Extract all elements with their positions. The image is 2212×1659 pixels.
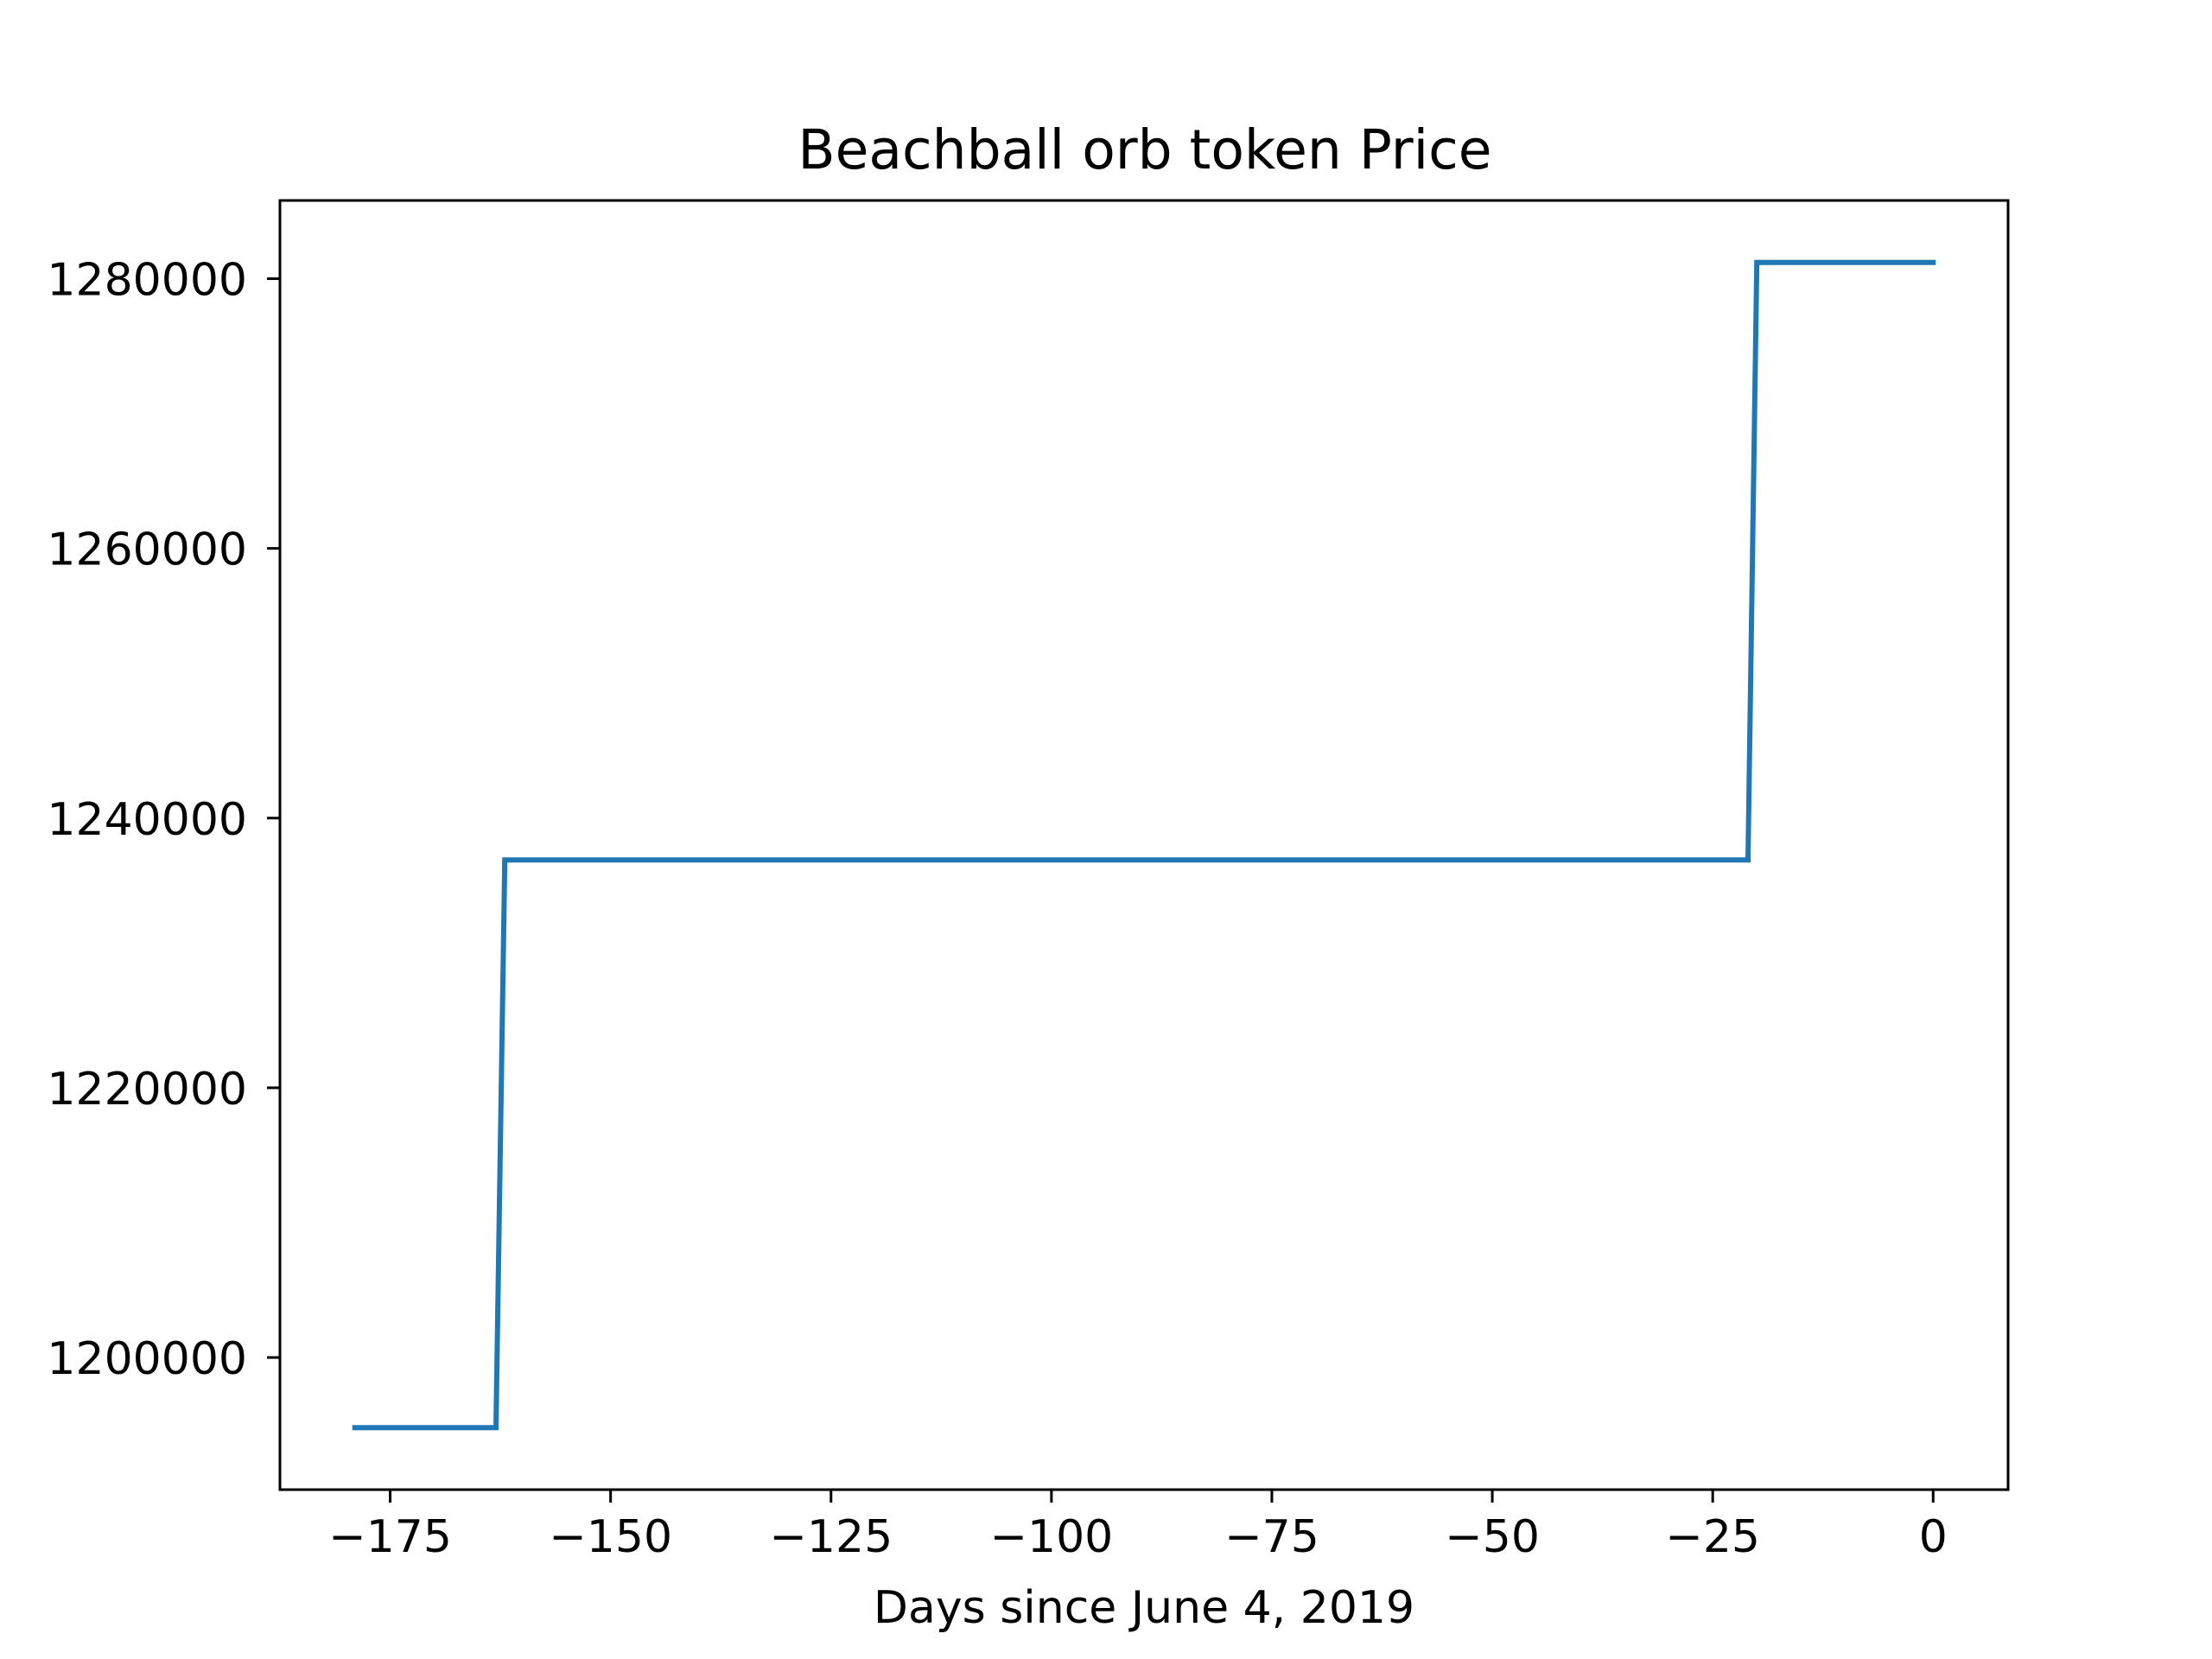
- plot-frame: [278, 199, 2010, 1491]
- x-tick-label: −125: [769, 1511, 893, 1563]
- x-axis-title: Days since June 4, 2019: [874, 1582, 1414, 1634]
- y-tick-label: 1260000: [47, 524, 247, 576]
- series-line-0: [352, 259, 1936, 1431]
- chart-title: Beachball orb token Price: [798, 118, 1491, 181]
- plot-area: [352, 259, 1936, 1431]
- x-tick-label: −150: [549, 1511, 672, 1563]
- x-tick-label: −25: [1665, 1511, 1760, 1563]
- x-tick-label: −50: [1445, 1511, 1540, 1563]
- y-tick-label: 1200000: [47, 1333, 247, 1385]
- x-tick-label: −100: [989, 1511, 1113, 1563]
- x-tick-label: −175: [328, 1511, 452, 1563]
- y-tick-label: 1240000: [47, 794, 247, 846]
- x-tick-label: 0: [1919, 1511, 1948, 1563]
- x-axis: −175 −150 −125 −100 −75 −50 −25 0: [328, 1490, 1948, 1563]
- y-tick-label: 1280000: [47, 255, 247, 307]
- x-tick-label: −75: [1224, 1511, 1319, 1563]
- y-tick-label: 1220000: [47, 1064, 247, 1116]
- y-axis: 1200000 1220000 1240000 1260000 1280000: [47, 255, 280, 1385]
